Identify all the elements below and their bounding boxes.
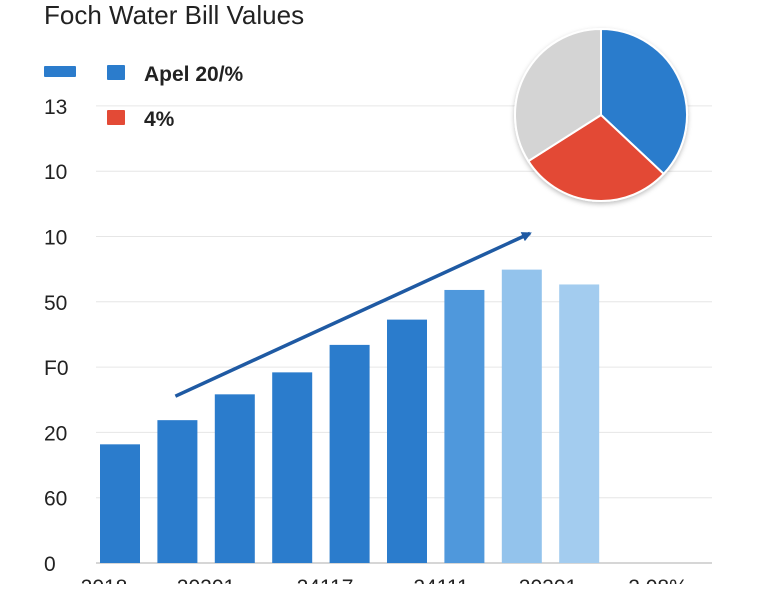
trend-arrow — [174, 231, 532, 398]
y-tick-label: 60 — [44, 488, 67, 511]
pie-slice-red — [527, 113, 666, 202]
y-tick-label: 20 — [44, 422, 67, 445]
x-tick-label: 20201 — [519, 576, 577, 584]
gridlines — [96, 105, 712, 564]
bar — [157, 420, 198, 563]
legend-label-4pct: 4% — [144, 108, 175, 131]
bar — [501, 269, 542, 563]
bar — [559, 284, 600, 563]
bar — [214, 394, 255, 563]
x-tick-label: 24117 — [297, 576, 354, 584]
y-tick-label: 10 — [44, 161, 67, 184]
y-axis-ticks: 0 60 20 F0 50 10 10 13 — [44, 96, 69, 576]
x-tick-label: 2018 — [81, 576, 128, 584]
bar — [329, 344, 370, 563]
x-tick-label: 24111 — [413, 576, 468, 584]
y-tick-label: 50 — [44, 292, 67, 315]
y-tick-label: 13 — [44, 96, 67, 119]
x-tick-label: 2.08% — [628, 576, 688, 584]
pie-slice-gray — [514, 27, 602, 163]
x-axis-ticks: 2018 20201 24117 24111 20201 2.08% — [81, 576, 688, 589]
legend-swatch-apel — [107, 65, 125, 80]
y-tick-label: 0 — [44, 553, 56, 576]
y-tick-label: F0 — [44, 357, 69, 380]
y-tick-label: 10 — [44, 227, 67, 250]
pie-slice-blue — [600, 27, 688, 176]
bar — [387, 319, 427, 563]
chart-title: Foch Water Bill Values — [44, 0, 304, 30]
legend-swatch-4pct — [107, 110, 125, 125]
bar — [100, 444, 140, 563]
x-tick-label: 20201 — [177, 576, 235, 584]
legend-extra-swatch — [44, 66, 76, 77]
bars — [100, 269, 600, 563]
legend-label-apel: Apel 20/% — [144, 63, 244, 86]
legend: Apel 20/% 4% — [44, 63, 244, 131]
bar — [272, 372, 313, 563]
bar — [444, 289, 485, 563]
pie-chart — [514, 27, 688, 202]
